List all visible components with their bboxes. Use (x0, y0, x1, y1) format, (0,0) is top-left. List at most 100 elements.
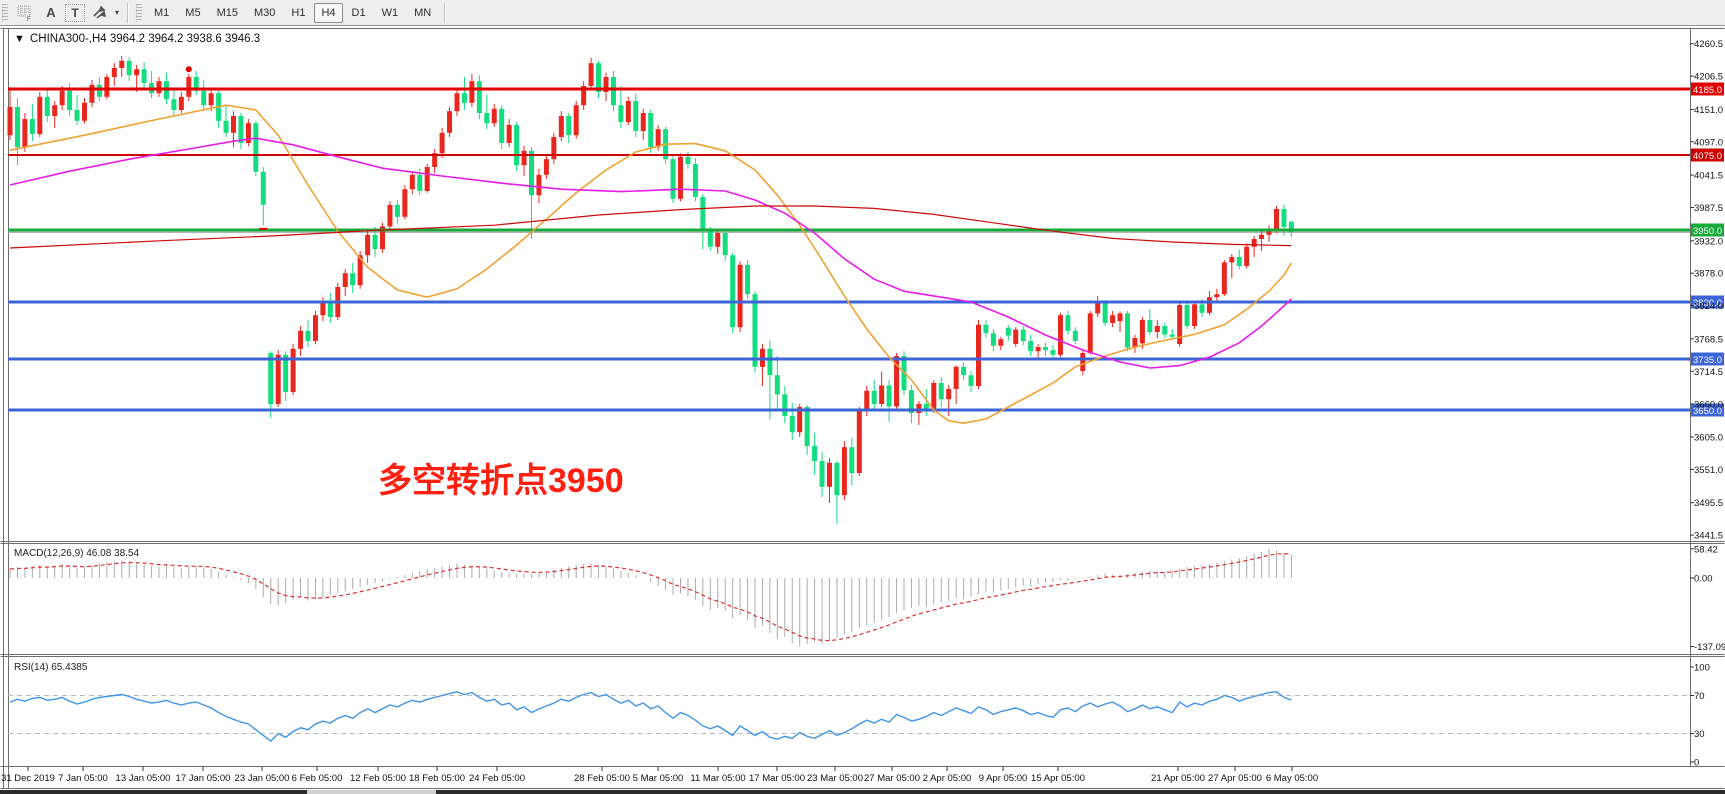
candles-layer (7, 56, 1294, 524)
candle-body (1288, 221, 1294, 233)
chart-annotation-text[interactable]: 多空转折点3950 (378, 462, 624, 500)
trade-markers-layer (185, 66, 268, 230)
time-axis-label[interactable]: 5 Mar 05:00 (633, 773, 684, 784)
indicator-grid-icon[interactable]: F (13, 3, 37, 23)
candle-body (476, 81, 482, 113)
candle-body (715, 233, 721, 247)
time-axis-label[interactable]: 12 Feb 05:00 (350, 773, 406, 784)
timeframe-m1-button[interactable]: M1 (154, 6, 170, 19)
text-label-icon[interactable]: T (65, 3, 85, 22)
candle-body (1005, 327, 1011, 336)
time-axis-label[interactable]: 27 Apr 05:00 (1208, 773, 1262, 784)
candle-body (1110, 315, 1116, 323)
horizontal-levels-layer[interactable] (8, 87, 1690, 412)
time-axis-label[interactable]: 31 Dec 2019 (1, 773, 55, 784)
candle-body (1169, 334, 1175, 337)
time-axis-label[interactable]: 6 Feb 05:00 (292, 773, 343, 784)
time-axis-label[interactable]: 13 Jan 05:00 (116, 773, 171, 784)
candle-body (1028, 341, 1034, 352)
timeframe-h1-button[interactable]: H1 (291, 6, 306, 19)
time-axis-label[interactable]: 11 Mar 05:00 (690, 773, 745, 784)
candle-body (320, 300, 326, 316)
time-axis-label[interactable]: 23 Mar 05:00 (807, 773, 863, 784)
candle-body (745, 264, 751, 295)
candle-body (305, 330, 311, 341)
chart-title-row: ▼ CHINA300-,H4 3964.2 3964.2 3938.6 3946… (14, 33, 260, 45)
candle-body (1177, 305, 1183, 344)
time-axis-label[interactable]: 24 Feb 05:00 (469, 773, 525, 784)
candle-body (1095, 303, 1101, 314)
candle-body (439, 132, 445, 154)
candle-body (774, 375, 780, 395)
price-axis-label: 4206.5 (1694, 72, 1723, 83)
candle-body (1154, 326, 1160, 332)
time-axis-label[interactable]: 27 Mar 05:00 (864, 773, 920, 784)
candle-body (484, 113, 490, 124)
price-axis-label: 4260.5 (1694, 39, 1723, 50)
candle-body (44, 96, 50, 116)
toolbar-grip-2[interactable] (136, 3, 142, 22)
candle-body (1117, 313, 1123, 322)
candle-body (186, 77, 192, 97)
candle-body (804, 407, 810, 446)
candle-body (521, 150, 527, 166)
candle-body (141, 69, 147, 83)
ma-magenta (9, 137, 1292, 369)
toolbar-grip[interactable] (2, 3, 8, 22)
time-axis-label[interactable]: 21 Apr 05:00 (1151, 773, 1205, 784)
candle-body (268, 353, 274, 404)
time-axis-label[interactable]: 6 May 05:00 (1266, 773, 1318, 784)
candle-body (134, 69, 140, 76)
candle-body (372, 234, 378, 250)
time-axis-label[interactable]: 9 Apr 05:00 (979, 773, 1028, 784)
draw-dropdown-caret[interactable]: ▾ (114, 8, 119, 17)
candle-body (1102, 303, 1108, 323)
candle-body (1281, 209, 1287, 227)
price-axis-label: 3714.5 (1694, 367, 1723, 378)
candle-body (640, 113, 646, 131)
time-axis-label[interactable]: 17 Jan 05:00 (176, 773, 231, 784)
candle-body (655, 129, 661, 148)
symbol-dropdown-icon[interactable]: ▼ (14, 33, 25, 45)
timeframe-mn-button[interactable]: MN (414, 6, 432, 19)
timeframe-m5-button[interactable]: M5 (185, 6, 201, 19)
time-axis-label[interactable]: 17 Mar 05:00 (749, 773, 805, 784)
time-axis-label[interactable]: 18 Feb 05:00 (409, 773, 465, 784)
timeframe-d1-button[interactable]: D1 (351, 6, 366, 19)
candle-body (469, 81, 475, 103)
time-axis-label[interactable]: 23 Jan 05:00 (235, 773, 290, 784)
time-axis[interactable]: 31 Dec 2019 7 Jan 05:00 13 Jan 05:00 17 Jan… (1, 767, 1318, 784)
candle-body (52, 105, 58, 116)
candle-body (59, 90, 65, 106)
candle-body (819, 461, 825, 487)
letter-a-icon[interactable]: A (46, 5, 56, 20)
ma-orange (9, 104, 1293, 425)
ma-red (9, 205, 1292, 249)
timeframe-h4-button[interactable]: H4 (314, 2, 343, 23)
candle-body (894, 356, 900, 407)
candle-body (193, 77, 199, 91)
bottom-window-edge (0, 790, 1725, 794)
rsi-axis-label: 100 (1694, 663, 1710, 674)
candle-body (1162, 326, 1168, 335)
price-axis[interactable]: 4185.0 4075.0 3950.0 3830.0 3735.0 3650.0 4260… (1690, 39, 1724, 542)
level-badge-text: 3650.0 (1693, 406, 1722, 417)
time-axis-label[interactable]: 7 Jan 05:00 (58, 773, 108, 784)
price-axis-label: 3824.0 (1694, 301, 1723, 312)
timeframe-w1-button[interactable]: W1 (381, 6, 399, 19)
price-axis-label: 3932.0 (1694, 236, 1723, 247)
candle-body (603, 77, 609, 92)
draw-arrows-icon[interactable] (87, 3, 111, 23)
candle-body (1080, 353, 1086, 371)
candle-body (529, 150, 534, 196)
timeframe-m30-button[interactable]: M30 (253, 6, 276, 19)
candle-body (700, 197, 706, 232)
time-axis-label[interactable]: 28 Feb 05:00 (574, 773, 630, 784)
moving-averages-layer (9, 104, 1293, 425)
time-axis-label[interactable]: 15 Apr 05:00 (1031, 773, 1085, 784)
timeframe-m15-button[interactable]: M15 (216, 6, 238, 19)
time-axis-label[interactable]: 2 Apr 05:00 (923, 773, 972, 784)
candle-body (558, 116, 564, 137)
candle-body (953, 366, 959, 389)
